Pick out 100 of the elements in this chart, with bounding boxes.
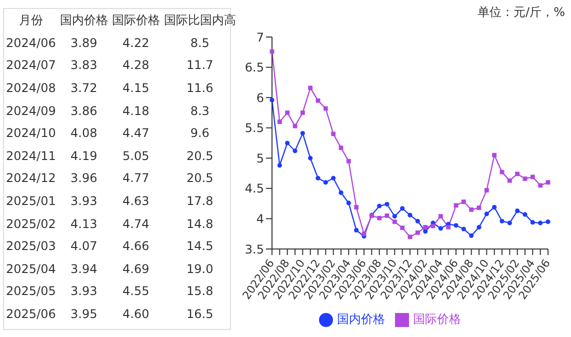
data-label: 4.13 [70,216,98,233]
point [461,226,466,232]
text: 国际比国内高 [162,12,237,29]
data-label: 4.69 [122,260,150,278]
point [469,233,474,238]
point [384,213,390,218]
point [507,178,512,183]
point [300,131,305,136]
text: 月份 [18,12,44,29]
point [484,212,489,216]
point [285,110,290,115]
point [331,132,336,136]
category-label: 2024/07 [5,57,57,74]
point [277,163,282,168]
data-label: 16.5 [186,306,214,324]
data-label: 8.5 [189,34,210,52]
point [492,152,497,158]
point [454,203,458,208]
point [408,212,412,218]
text: 国内价格 [58,12,109,29]
point [377,204,382,208]
point [515,208,520,214]
y-tick-label: 6.5 [244,60,264,75]
y-tick-label: 4 [256,212,264,226]
data-label: 14.8 [186,216,214,233]
point [300,110,305,115]
point [538,183,543,188]
point [308,86,313,90]
point [400,226,405,230]
point [338,190,344,195]
point [392,220,397,224]
category-label: 2024/08 [5,80,57,98]
point [400,206,405,211]
point [323,180,328,185]
legend-label: 国内价格 [337,312,385,326]
category-label: 2024/10 [5,125,57,142]
data-label: 4.74 [122,216,150,233]
point [354,228,359,233]
data-label: 4.77 [122,170,150,188]
data-label: 14.5 [186,238,214,256]
data-label: 4.55 [122,283,150,300]
point [500,218,504,224]
data-label: 4.47 [122,125,150,142]
point [476,224,482,230]
point [338,146,344,150]
data-label: 3.89 [70,34,98,52]
point [354,205,359,210]
data-label: 20.5 [186,170,214,188]
data-label: 4.15 [122,80,150,98]
data-label: 3.96 [70,170,98,188]
data-label: 4.28 [122,57,150,74]
point [316,98,320,103]
point [446,224,451,230]
point [454,223,458,228]
point [515,172,520,176]
data-label: 9.6 [189,125,210,142]
data-label: 11.7 [186,57,214,74]
data-label: 4.66 [122,238,150,256]
data-label: 3.72 [70,80,98,98]
category-label: 2024/11 [5,148,57,165]
point [346,158,351,164]
category-label: 2025/01 [5,193,57,210]
data-label: 4.07 [70,238,98,256]
y-tick-label: 6 [256,90,264,105]
category-label: 2024/09 [5,102,57,120]
point [492,204,497,210]
point [522,212,528,217]
point [384,202,390,206]
data-label: 19.0 [186,260,214,278]
category-label: 2025/06 [5,306,57,324]
point [377,216,382,220]
point [285,140,290,146]
point [530,174,535,180]
y-tick-label: 5 [256,151,264,166]
data-label: 15.8 [186,283,214,300]
data-label: 3.93 [70,283,98,300]
legend-label: 国际价格 [413,312,461,326]
point [292,148,298,154]
data-label: 3.95 [70,306,98,324]
y-tick-label: 5.5 [244,121,264,136]
point [538,220,543,226]
y-tick-label: 7 [256,30,264,44]
point [423,224,428,230]
point [331,176,336,180]
point [476,206,482,210]
data-label: 8.3 [189,102,210,120]
category-label: 2025/02 [5,216,57,233]
point [362,232,366,236]
data-label: 5.05 [122,148,150,165]
point [438,214,443,218]
data-label: 3.83 [70,57,98,74]
point [546,219,550,224]
point [316,176,320,180]
category-label: 2024/06 [5,34,57,52]
point [308,156,313,160]
point [408,234,412,240]
category-label: 2025/03 [5,238,57,256]
point [415,218,420,224]
data-label: 3.86 [70,102,98,120]
data-label: 20.5 [186,148,214,165]
